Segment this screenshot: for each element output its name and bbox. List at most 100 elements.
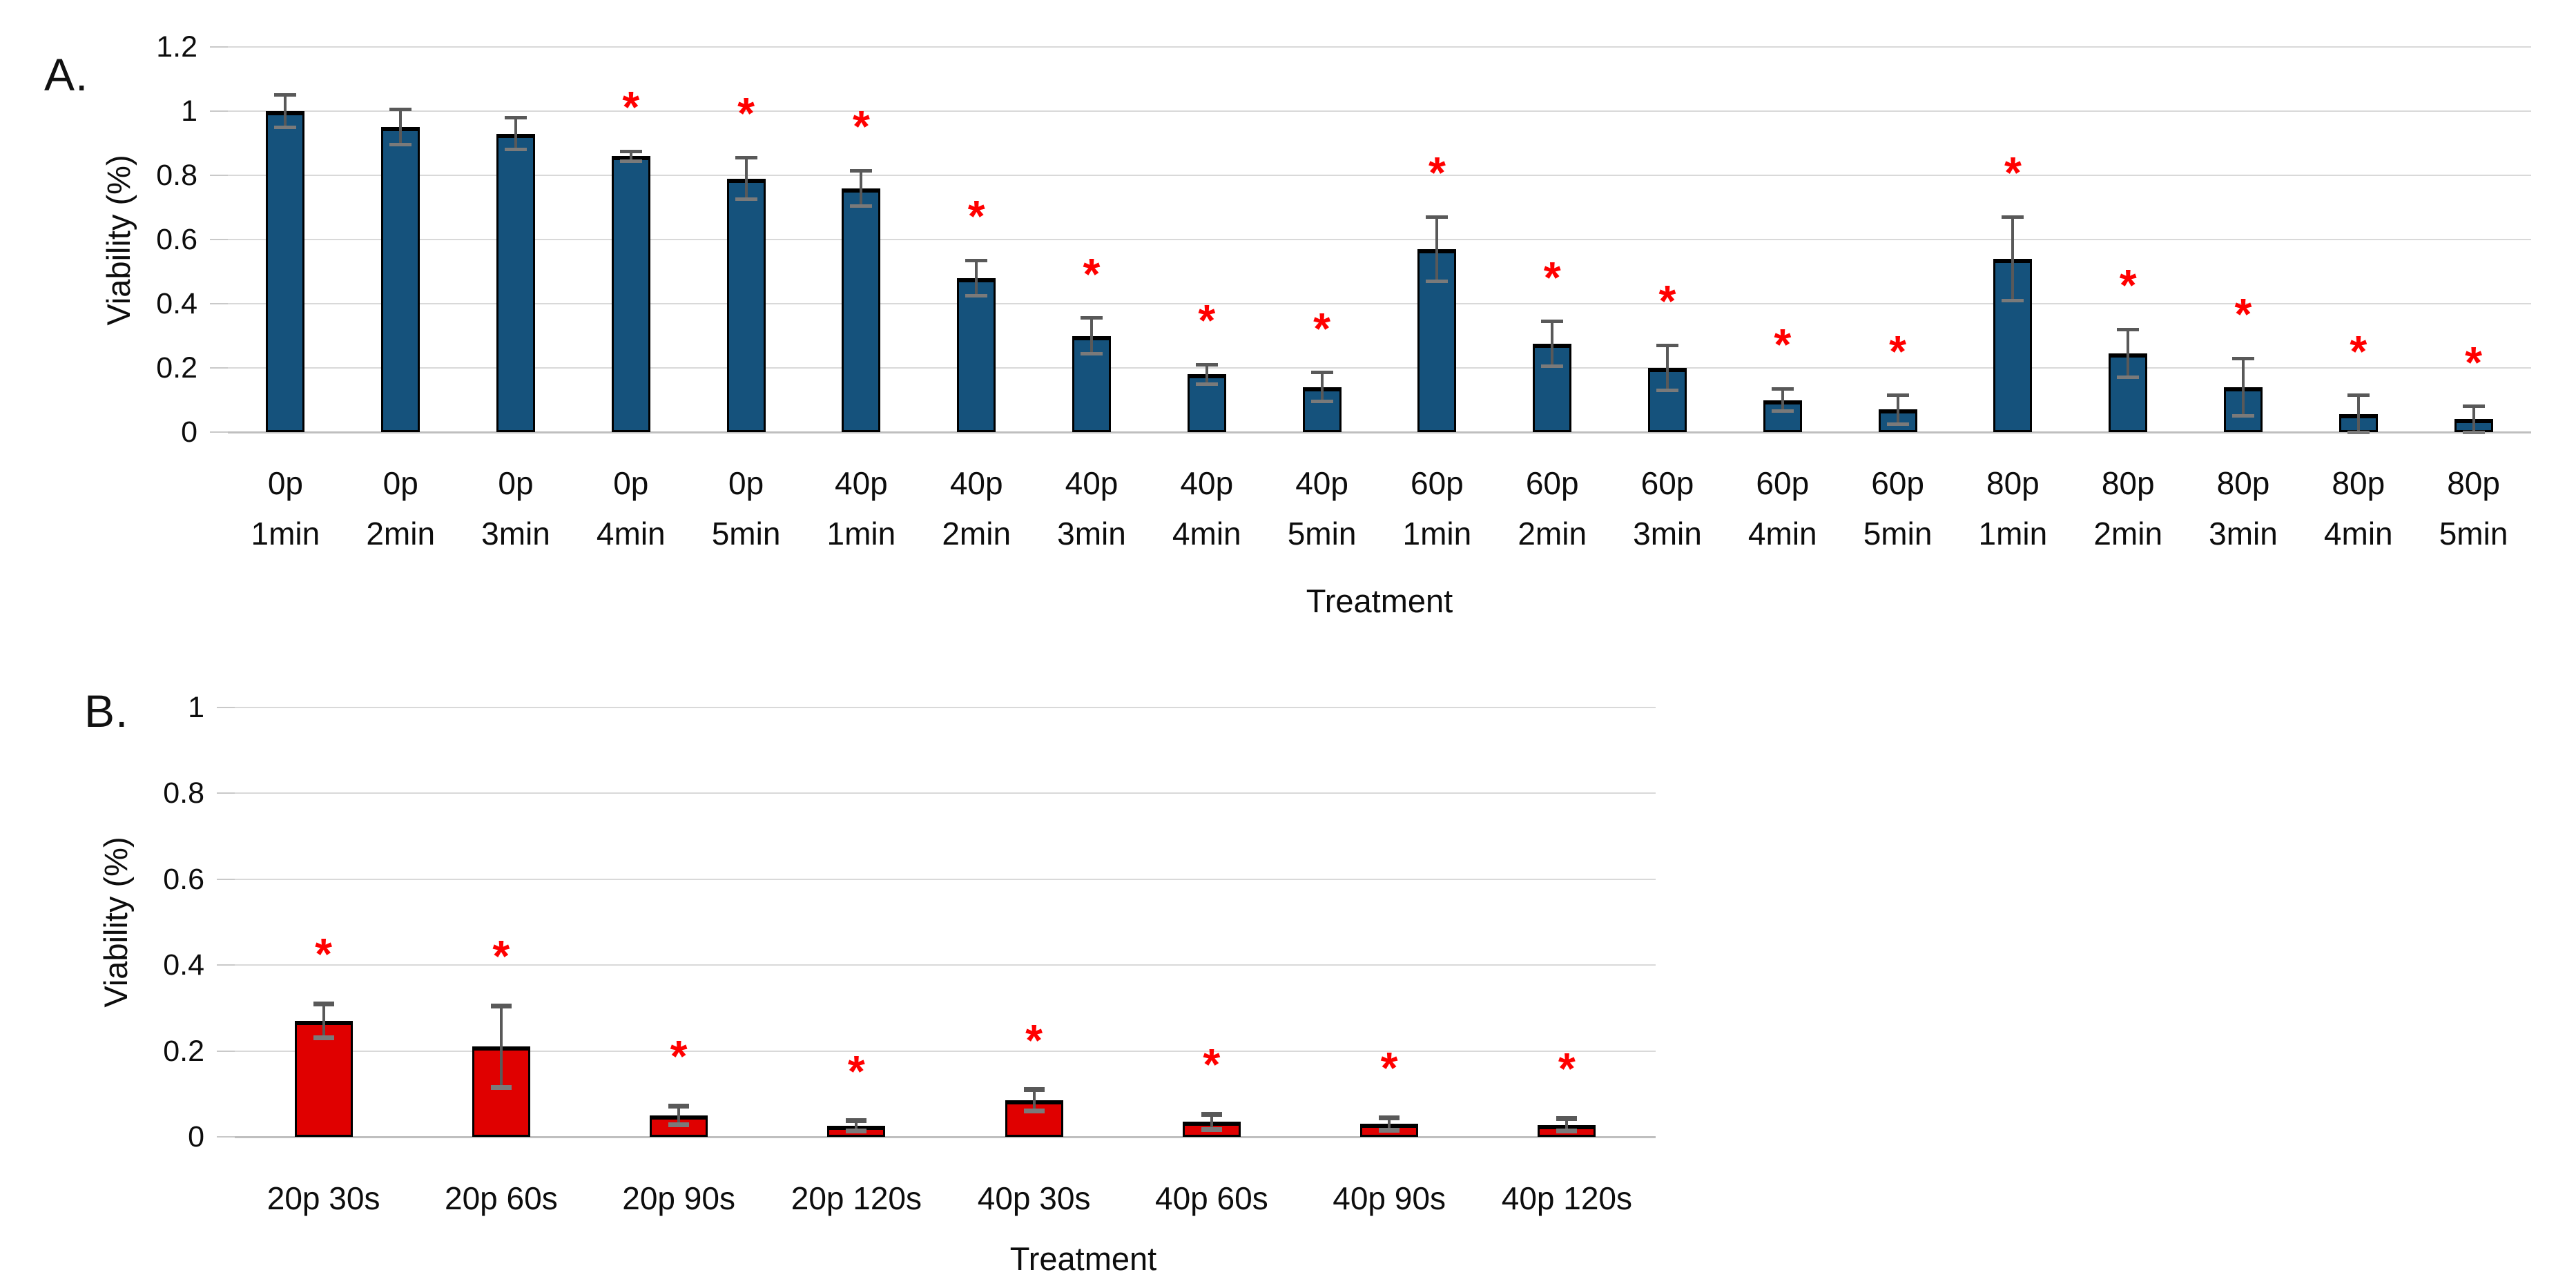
error-bar-cap-top xyxy=(1886,393,1909,398)
error-bar-cap-top xyxy=(735,155,757,159)
error-bar-line xyxy=(2011,217,2015,301)
error-bar-cap-top xyxy=(846,1118,867,1124)
error-bar-line xyxy=(322,1004,325,1038)
error-bar-cap-bottom xyxy=(274,125,297,129)
error-bar-line xyxy=(975,260,978,296)
significance-asterisk: * xyxy=(737,88,755,139)
x-category-label: 40p 1min xyxy=(826,465,896,552)
error-bar-cap-top xyxy=(505,115,527,119)
y-tick-mark xyxy=(217,792,235,794)
x-category-label: 40p 2min xyxy=(942,465,1011,552)
error-bar-cap-bottom xyxy=(1426,279,1449,283)
error-bar-line xyxy=(744,157,748,199)
x-category-label: 80p 3min xyxy=(2209,465,2278,552)
significance-asterisk: * xyxy=(1889,326,1907,376)
error-bar-line xyxy=(860,170,863,206)
error-bar-cap-bottom xyxy=(389,143,412,147)
panel-b-label: B. xyxy=(84,685,129,736)
x-category-label: 20p 30s xyxy=(267,1180,380,1216)
error-bar-line xyxy=(1781,389,1784,411)
error-bar-cap-bottom xyxy=(850,204,873,208)
x-category-label: 80p 5min xyxy=(2439,465,2508,552)
x-category-label: 20p 120s xyxy=(791,1180,922,1216)
gridline xyxy=(235,964,1656,966)
x-category-label: 60p 4min xyxy=(1747,465,1817,552)
x-category-label: 80p 1min xyxy=(1978,465,2048,552)
x-category-label: 40p 3min xyxy=(1057,465,1126,552)
error-bar-cap-top xyxy=(1379,1115,1400,1120)
y-tick-label: 1 xyxy=(188,691,204,724)
y-tick-mark xyxy=(210,303,228,304)
y-tick-mark xyxy=(217,964,235,966)
error-bar-line xyxy=(1666,345,1669,391)
significance-asterisk: * xyxy=(2119,260,2137,311)
x-category-label: 40p 120s xyxy=(1501,1180,1633,1216)
error-bar-cap-bottom xyxy=(668,1122,690,1128)
significance-asterisk: * xyxy=(1543,252,1561,302)
significance-asterisk: * xyxy=(315,929,333,979)
error-bar-line xyxy=(2127,329,2130,378)
error-bar-cap-bottom xyxy=(490,1084,512,1090)
x-category-label: 0p 4min xyxy=(596,465,666,552)
error-bar-line xyxy=(1032,1089,1036,1111)
error-bar-cap-bottom xyxy=(1771,409,1794,413)
x-axis-line xyxy=(228,431,2531,433)
error-bar-cap-top xyxy=(1195,362,1218,367)
error-bar-cap-bottom xyxy=(2462,430,2485,434)
y-tick-mark xyxy=(210,431,228,433)
x-category-label: 20p 90s xyxy=(622,1180,735,1216)
error-bar-cap-top xyxy=(274,93,297,97)
panel-b-x-axis-label: Treatment xyxy=(1009,1240,1157,1277)
error-bar-cap-bottom xyxy=(505,148,527,152)
error-bar-line xyxy=(1205,364,1208,384)
significance-asterisk: * xyxy=(852,101,870,152)
error-bar-cap-top xyxy=(2232,356,2254,360)
y-tick-label: 0.4 xyxy=(156,287,197,320)
x-category-label: 0p 1min xyxy=(251,465,320,552)
error-bar-cap-top xyxy=(965,258,988,262)
error-bar-cap-bottom xyxy=(965,293,988,297)
y-tick-label: 0.8 xyxy=(156,159,197,192)
gridline xyxy=(228,239,2531,240)
y-tick-mark xyxy=(217,1136,235,1138)
bar-0p-3min xyxy=(496,133,535,432)
x-category-label: 60p 1min xyxy=(1402,465,1472,552)
gridline xyxy=(228,46,2531,48)
error-bar-cap-bottom xyxy=(2232,414,2254,418)
error-bar-cap-top xyxy=(1656,343,1678,347)
error-bar-cap-bottom xyxy=(313,1035,334,1041)
y-tick-label: 0.6 xyxy=(156,223,197,256)
y-tick-label: 0 xyxy=(188,1120,204,1153)
error-bar-line xyxy=(284,95,287,128)
significance-asterisk: * xyxy=(1083,248,1101,299)
x-category-label: 60p 2min xyxy=(1518,465,1587,552)
x-category-label: 40p 5min xyxy=(1287,465,1357,552)
error-bar-line xyxy=(2242,358,2245,416)
error-bar-line xyxy=(677,1106,681,1125)
panel-a-x-axis-label: Treatment xyxy=(1306,583,1453,619)
gridline xyxy=(235,878,1656,880)
error-bar-cap-bottom xyxy=(2117,375,2140,380)
significance-asterisk: * xyxy=(2465,337,2483,387)
y-tick-label: 0.2 xyxy=(156,351,197,384)
gridline xyxy=(235,792,1656,794)
gridline xyxy=(235,707,1656,708)
bar-0p-1min xyxy=(266,111,305,432)
error-bar-cap-top xyxy=(2117,327,2140,331)
error-bar-line xyxy=(1320,372,1324,402)
error-bar-cap-top xyxy=(1201,1111,1222,1117)
y-tick-mark xyxy=(217,1050,235,1052)
gridline xyxy=(228,303,2531,304)
error-bar-cap-bottom xyxy=(619,159,642,163)
x-axis-line xyxy=(235,1136,1656,1138)
significance-asterisk: * xyxy=(1313,303,1331,353)
y-tick-mark xyxy=(210,239,228,240)
error-bar-line xyxy=(499,1006,503,1088)
panel-a-label: A. xyxy=(44,49,89,100)
x-category-label: 40p 90s xyxy=(1333,1180,1446,1216)
error-bar-cap-bottom xyxy=(1081,351,1103,355)
significance-asterisk: * xyxy=(967,191,985,242)
error-bar-cap-bottom xyxy=(2347,430,2370,434)
significance-asterisk: * xyxy=(1380,1043,1398,1093)
